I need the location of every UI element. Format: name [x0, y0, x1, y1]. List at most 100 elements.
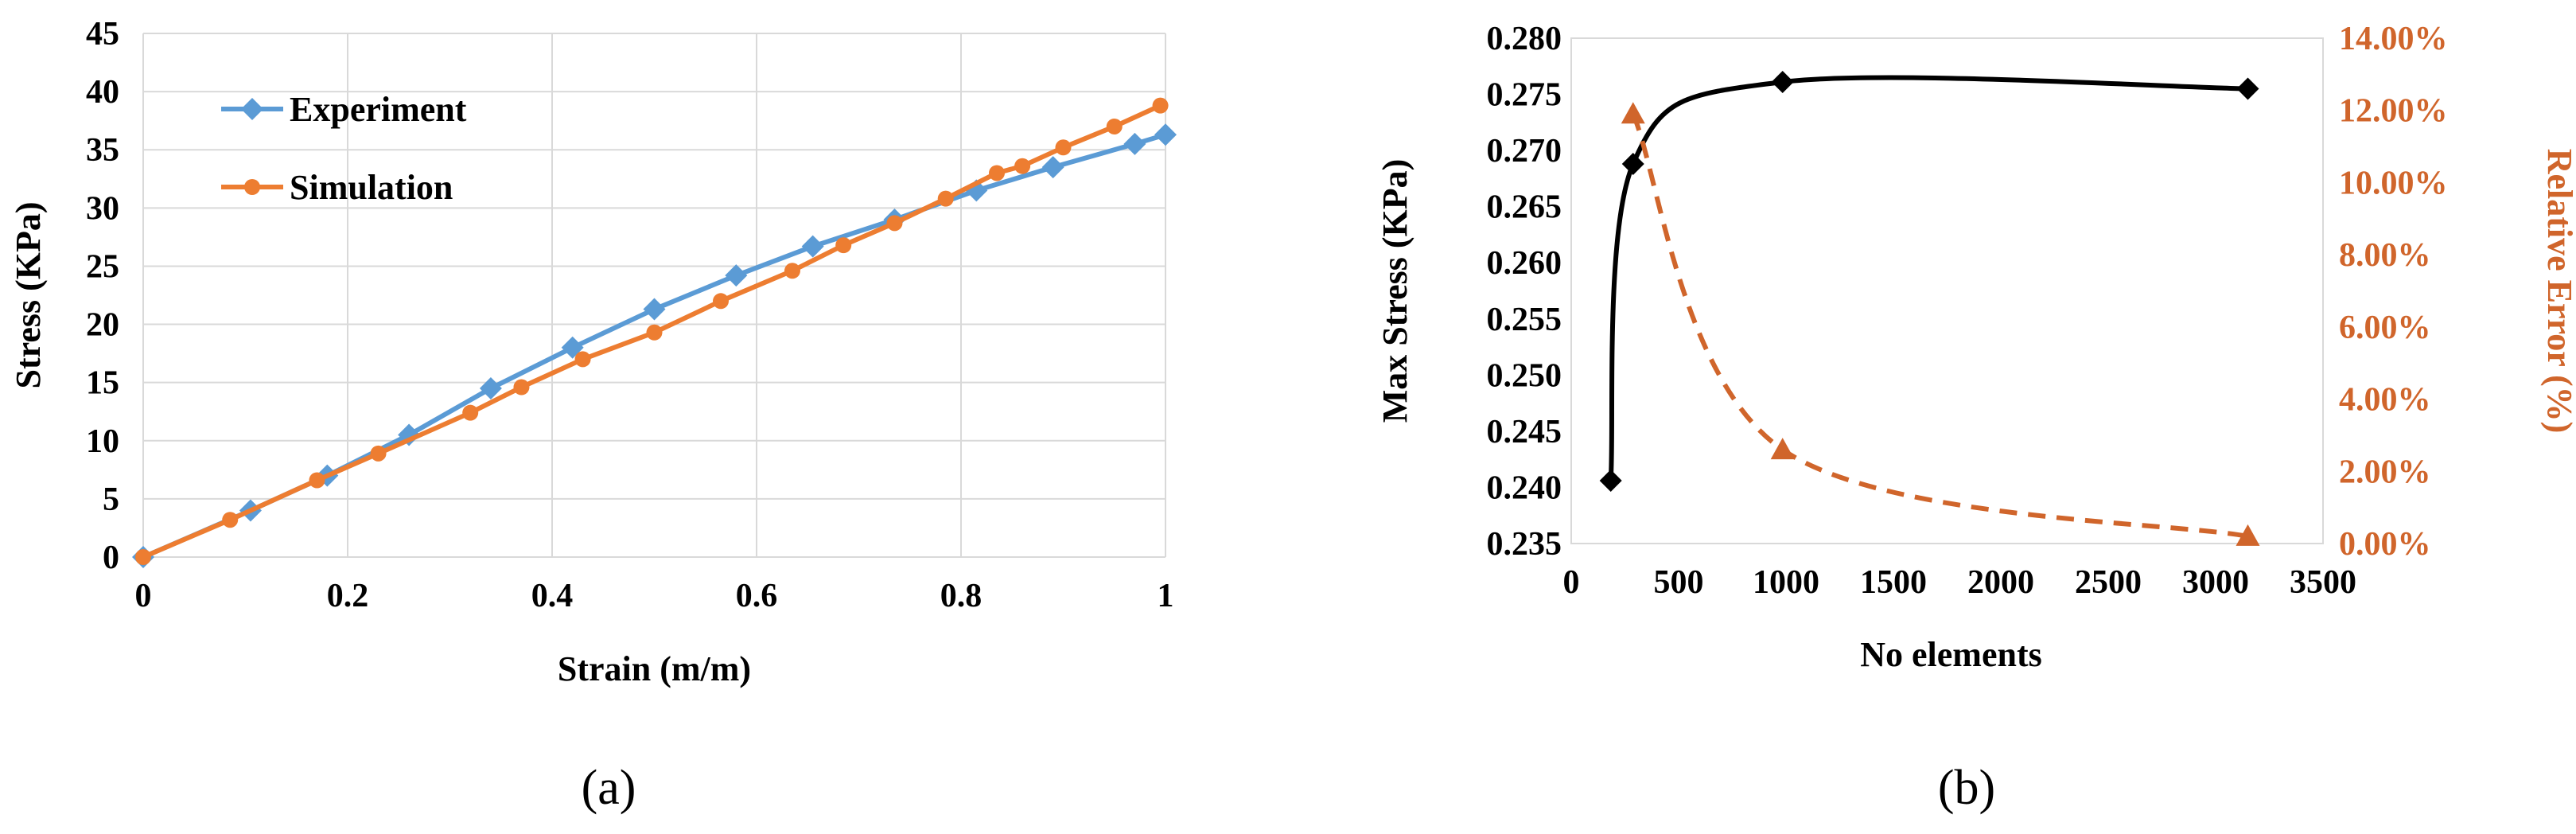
y-tick-label: 0.265: [1487, 189, 1562, 226]
chart-a: 0 5 10 15 20 25 30 35 40 45 0 0.2 0.4 0.6 0.8 1 Experi…: [9, 16, 1177, 815]
series-line-relative-error: [1631, 113, 2249, 539]
y-tick-label: 35: [86, 132, 119, 169]
y-tick-label: 0.255: [1487, 302, 1562, 338]
data-point-simulation: [646, 324, 663, 341]
chart-b-y2-tick-labels: 0.00% 2.00% 4.00% 6.00% 8.00% 10.00% 12.00% 14.…: [2339, 21, 2448, 563]
data-point-experiment: [479, 376, 502, 399]
series-line-max-stress: [1608, 75, 2248, 481]
data-point-experiment: [643, 298, 666, 321]
x-tick-label: 0.2: [327, 578, 369, 614]
y-tick-label: 15: [86, 365, 119, 402]
data-point-simulation: [886, 215, 903, 232]
x-tick-label: 1000: [1753, 564, 1819, 601]
y-tick-label: 0: [103, 540, 119, 576]
x-tick-label: 2000: [1967, 564, 2034, 601]
data-point-simulation: [784, 263, 800, 279]
x-tick-label: 3500: [2290, 564, 2356, 601]
y-tick-label: 0.245: [1487, 414, 1562, 450]
data-point-relative-error: [2236, 524, 2260, 546]
data-point-experiment: [1154, 123, 1177, 146]
y-tick-label: 40: [86, 74, 119, 111]
x-tick-label: 2500: [2075, 564, 2142, 601]
data-point-simulation: [1152, 97, 1169, 114]
chart-a-x-axis-label: Strain (m/m): [558, 649, 751, 688]
y-tick-label: 5: [103, 481, 119, 518]
data-point-simulation: [574, 351, 591, 368]
data-point-simulation: [513, 379, 530, 396]
x-tick-label: 500: [1654, 564, 1704, 601]
data-point-experiment: [801, 235, 824, 258]
chart-a-y-tick-labels: 0 5 10 15 20 25 30 35 40 45: [86, 16, 119, 576]
data-point-experiment: [725, 264, 748, 287]
y2-tick-label: 10.00%: [2339, 165, 2448, 201]
data-point-simulation: [370, 445, 387, 462]
data-point-simulation: [937, 190, 954, 207]
y-tick-label: 0.280: [1487, 21, 1562, 57]
x-tick-label: 0: [1563, 564, 1580, 601]
legend-simulation-label: Simulation: [290, 168, 453, 207]
data-point-relative-error: [1621, 102, 1645, 124]
y2-tick-label: 14.00%: [2339, 21, 2448, 57]
y-tick-label: 0.250: [1487, 357, 1562, 394]
data-point-max-stress: [1771, 71, 1794, 94]
data-point-max-stress: [1621, 153, 1644, 176]
x-tick-label: 0.4: [531, 578, 574, 614]
data-point-simulation: [462, 404, 479, 421]
y-tick-label: 30: [86, 190, 119, 227]
data-point-simulation: [222, 512, 239, 528]
x-tick-label: 0: [135, 578, 152, 614]
y-tick-label: 25: [86, 248, 119, 285]
chart-b-y-tick-labels: 0.235 0.240 0.245 0.250 0.255 0.260 0.265 0.270…: [1487, 21, 1562, 563]
data-point-simulation: [135, 549, 151, 565]
y-tick-label: 10: [86, 423, 119, 460]
x-tick-label: 1500: [1860, 564, 1927, 601]
data-point-experiment: [1123, 132, 1146, 155]
chart-b: 0.235 0.240 0.245 0.250 0.255 0.260 0.265 0.270…: [1376, 21, 2576, 815]
data-point-relative-error: [1770, 438, 1795, 460]
y2-tick-label: 2.00%: [2339, 454, 2431, 490]
y2-tick-label: 8.00%: [2339, 237, 2431, 274]
chart-a-gridlines: [142, 33, 1166, 558]
chart-a-legend: Experiment Simulation: [221, 90, 467, 207]
y2-tick-label: 0.00%: [2339, 526, 2431, 563]
legend-experiment-marker: [241, 98, 263, 120]
y-tick-label: 45: [86, 16, 119, 53]
y-tick-label: 0.275: [1487, 77, 1562, 114]
chart-b-plot-frame: [1570, 37, 2324, 544]
x-tick-label: 1: [1158, 578, 1174, 614]
data-point-simulation: [1014, 158, 1031, 174]
legend-simulation-marker: [244, 179, 260, 195]
chart-b-y2-axis-label: Relative Error (%): [2540, 149, 2576, 434]
y2-tick-label: 4.00%: [2339, 382, 2431, 419]
data-point-simulation: [835, 237, 852, 254]
chart-b-series: [1599, 71, 2260, 546]
chart-a-y-axis-label: Stress (KPa): [9, 201, 48, 388]
legend-experiment-label: Experiment: [290, 90, 467, 129]
chart-a-caption: (a): [582, 761, 636, 815]
y-tick-label: 0.240: [1487, 470, 1562, 506]
data-point-max-stress: [1599, 469, 1622, 492]
chart-b-x-axis-label: No elements: [1860, 635, 2042, 674]
y-tick-label: 0.235: [1487, 526, 1562, 563]
chart-b-x-tick-labels: 0 500 1000 1500 2000 2500 3000 3500: [1563, 564, 2357, 601]
data-point-simulation: [309, 472, 325, 489]
chart-a-x-tick-labels: 0 0.2 0.4 0.6 0.8 1: [135, 578, 1174, 614]
y-tick-label: 0.270: [1487, 133, 1562, 170]
data-point-simulation: [988, 165, 1005, 181]
x-tick-label: 0.6: [736, 578, 778, 614]
data-point-max-stress: [2236, 77, 2259, 100]
data-point-simulation: [713, 293, 730, 310]
x-tick-label: 0.8: [940, 578, 983, 614]
chart-b-caption: (b): [1938, 761, 1995, 815]
y2-tick-label: 12.00%: [2339, 93, 2448, 130]
y-tick-label: 0.260: [1487, 245, 1562, 282]
data-point-simulation: [1055, 139, 1072, 156]
x-tick-label: 3000: [2182, 564, 2249, 601]
chart-a-series: [132, 97, 1177, 568]
y2-tick-label: 6.00%: [2339, 310, 2431, 346]
data-point-experiment: [1041, 156, 1064, 179]
data-point-simulation: [1106, 118, 1123, 134]
chart-b-y-axis-label: Max Stress (KPa): [1376, 159, 1414, 423]
y-tick-label: 20: [86, 307, 119, 344]
